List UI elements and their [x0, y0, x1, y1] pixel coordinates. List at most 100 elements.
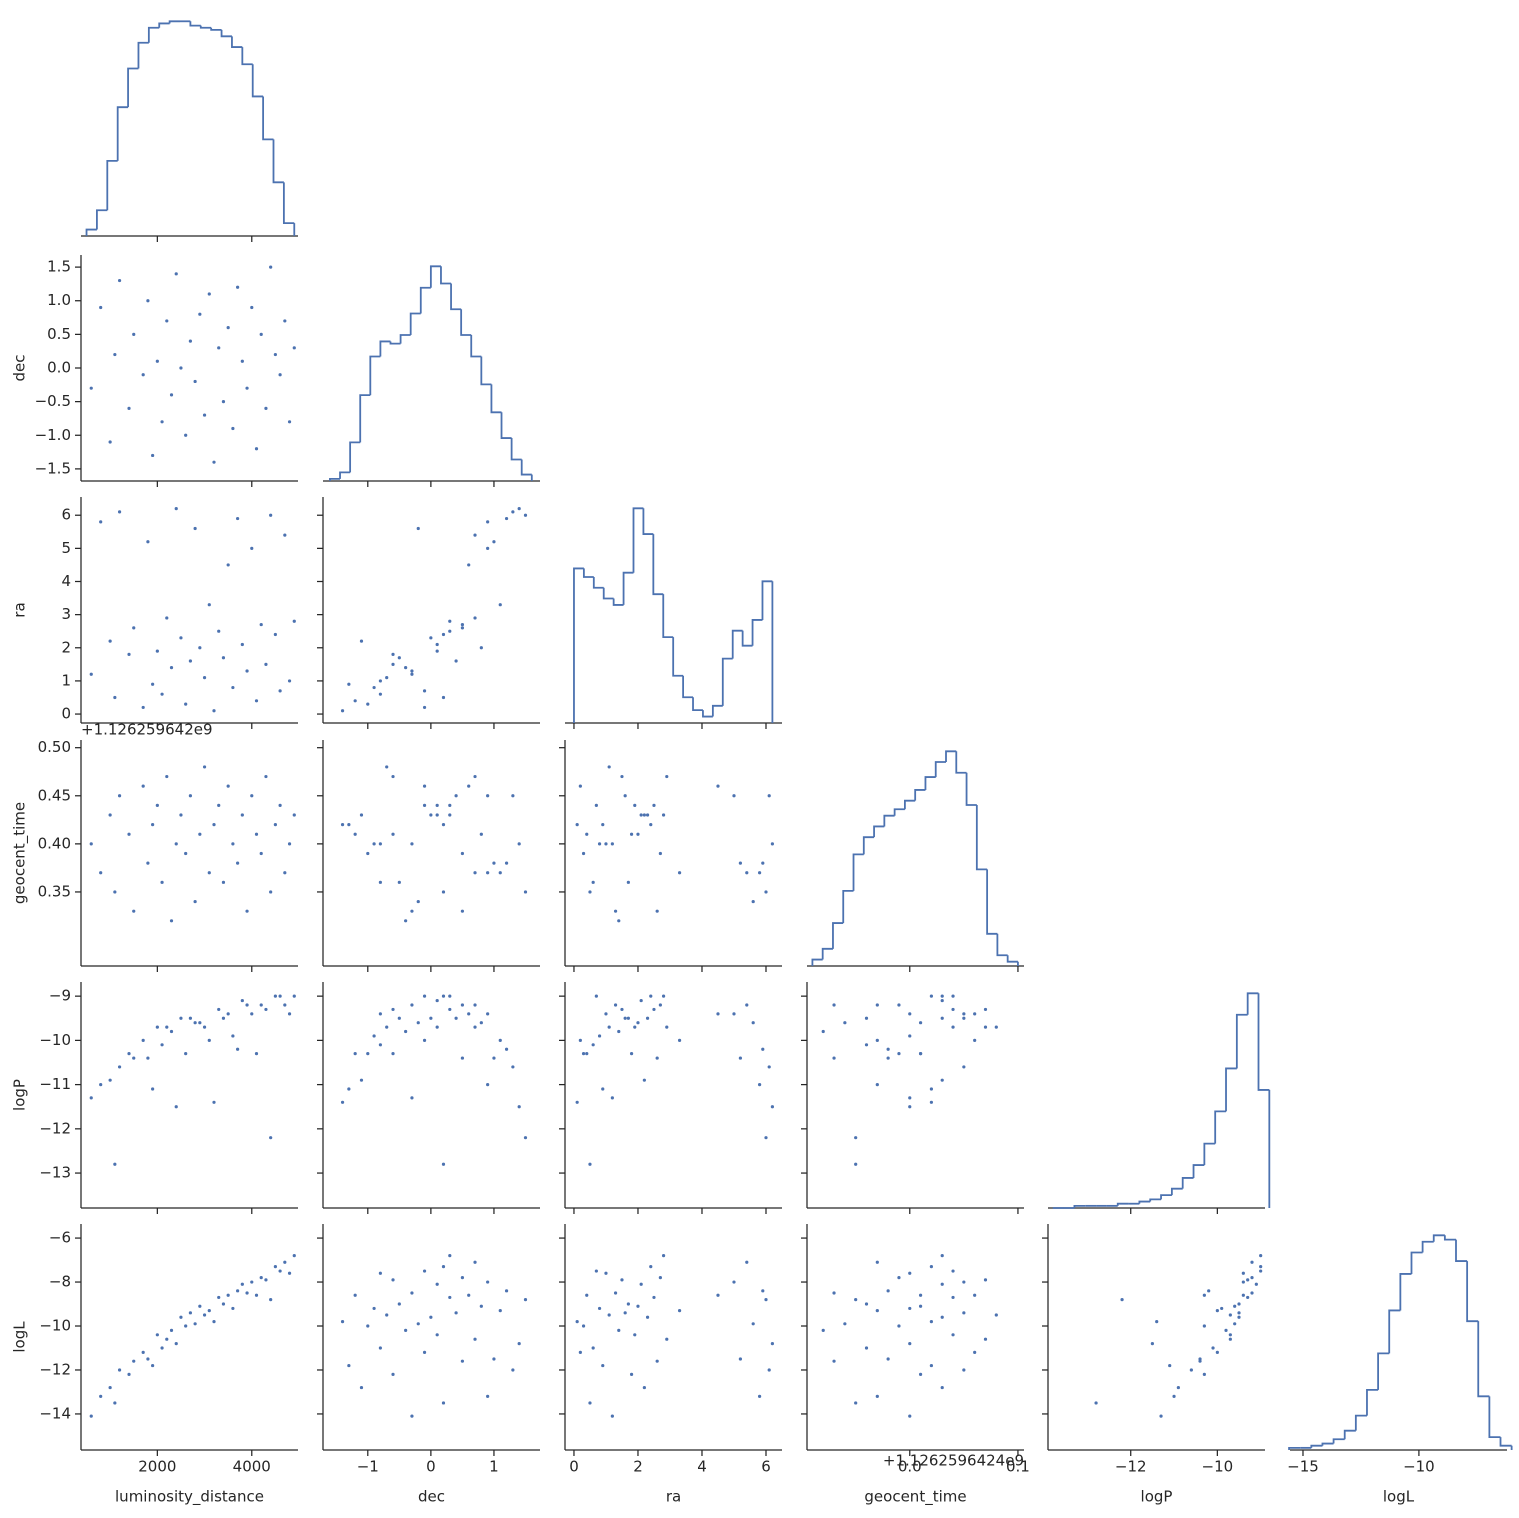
- scatter-point: [212, 823, 216, 827]
- scatter-point: [492, 861, 496, 865]
- scatter-point: [155, 1025, 159, 1029]
- scatter-point: [429, 636, 433, 640]
- y-tick-label: −12: [39, 1360, 71, 1378]
- hist-step: [379, 340, 391, 357]
- scatter-point: [498, 1309, 502, 1313]
- scatter-point: [661, 994, 666, 998]
- scatter-point: [875, 1038, 879, 1042]
- scatter-point: [359, 1385, 364, 1390]
- scatter-point: [359, 639, 364, 643]
- scatter-point: [843, 1021, 847, 1025]
- scatter-point: [117, 1368, 122, 1372]
- hist-step: [460, 309, 472, 336]
- hist-step: [602, 587, 614, 600]
- hist-step: [612, 598, 624, 606]
- scatter-point: [146, 299, 150, 303]
- hist-step: [158, 22, 170, 28]
- y-tick-label: −9: [49, 987, 71, 1005]
- scatter-point: [607, 765, 611, 769]
- scatter-point: [751, 899, 755, 904]
- scatter-point: [1228, 1313, 1232, 1317]
- scatter-point: [273, 1265, 277, 1269]
- scatter-point: [575, 1320, 579, 1324]
- scatter-point: [435, 998, 439, 1003]
- scatter-point: [864, 1016, 869, 1020]
- hist-step: [702, 710, 713, 718]
- scatter-point: [962, 1280, 966, 1284]
- scatter-point: [940, 1315, 944, 1319]
- scatter-point: [908, 1341, 912, 1346]
- scatter-point: [1202, 1372, 1206, 1376]
- scatter-point: [479, 1304, 483, 1308]
- scatter-point: [504, 516, 509, 521]
- scatter-point: [245, 909, 249, 913]
- hist-step: [1366, 1388, 1379, 1416]
- scatter-point: [1250, 1276, 1254, 1280]
- scatter-point: [864, 1346, 869, 1350]
- scatter-point: [523, 890, 528, 894]
- scatter-point: [441, 695, 446, 700]
- scatter-point: [504, 861, 509, 865]
- hist-step: [832, 922, 844, 949]
- hist-step: [85, 228, 97, 236]
- scatter-point: [581, 1052, 586, 1056]
- scatter-point: [202, 765, 207, 769]
- scatter-point: [1168, 1363, 1172, 1368]
- x-tick-label: −10: [1403, 1458, 1435, 1476]
- scatter-point: [738, 1056, 742, 1060]
- scatter-point: [422, 705, 427, 710]
- scatter-point: [633, 803, 637, 807]
- hist-step: [231, 36, 243, 48]
- scatter-point: [155, 803, 159, 807]
- y-axis-label: logL: [11, 1321, 29, 1353]
- scatter-point: [202, 413, 207, 417]
- scatter-point: [378, 1346, 383, 1350]
- scatter-point: [385, 765, 389, 769]
- hist-step: [399, 334, 411, 344]
- scatter-point: [391, 1052, 395, 1056]
- scatter-point: [732, 1012, 736, 1016]
- scatter-point: [207, 1038, 211, 1042]
- scatter-point: [217, 346, 221, 350]
- scatter-point: [236, 285, 240, 289]
- scatter-point: [658, 851, 662, 856]
- scatter-point: [473, 871, 477, 875]
- x-tick-label: 2: [633, 1458, 643, 1476]
- x-tick-label: −10: [1202, 1458, 1234, 1476]
- scatter-point: [658, 1003, 662, 1007]
- scatter-point: [198, 646, 202, 650]
- y-tick-label: 0.40: [38, 834, 71, 852]
- scatter-point: [155, 649, 159, 653]
- scatter-point: [372, 1306, 376, 1311]
- scatter-point: [511, 1368, 515, 1372]
- hist-step: [622, 571, 634, 605]
- scatter-point: [581, 1324, 586, 1328]
- scatter-point: [757, 1083, 762, 1087]
- scatter-point: [629, 1052, 634, 1056]
- scatter-point: [287, 842, 292, 846]
- scatter-point: [188, 339, 192, 343]
- x-offset-text: +1.1262596424e9: [883, 1452, 1024, 1470]
- scatter-point: [151, 823, 155, 827]
- scatter-point: [467, 1012, 471, 1016]
- scatter-point: [626, 1302, 630, 1306]
- scatter-point: [448, 994, 452, 998]
- scatter-point: [254, 832, 259, 836]
- scatter-point: [236, 1289, 240, 1293]
- x-axis-label: logL: [1383, 1488, 1415, 1506]
- hist-step: [1388, 1309, 1401, 1354]
- scatter-point: [854, 1298, 858, 1302]
- scatter-point: [604, 1271, 608, 1275]
- scatter-point: [467, 1293, 471, 1297]
- hist-step: [210, 27, 222, 31]
- hist-step: [662, 594, 674, 639]
- y-tick-label: −14: [39, 1404, 71, 1422]
- scatter-point: [264, 406, 268, 410]
- scatter-point: [523, 1136, 528, 1140]
- scatter-point: [366, 702, 370, 706]
- hist-step: [1466, 1261, 1479, 1323]
- scatter-point: [604, 1012, 608, 1016]
- scatter-point: [504, 1289, 509, 1293]
- scatter-point: [636, 1304, 640, 1308]
- scatter-point: [117, 510, 122, 514]
